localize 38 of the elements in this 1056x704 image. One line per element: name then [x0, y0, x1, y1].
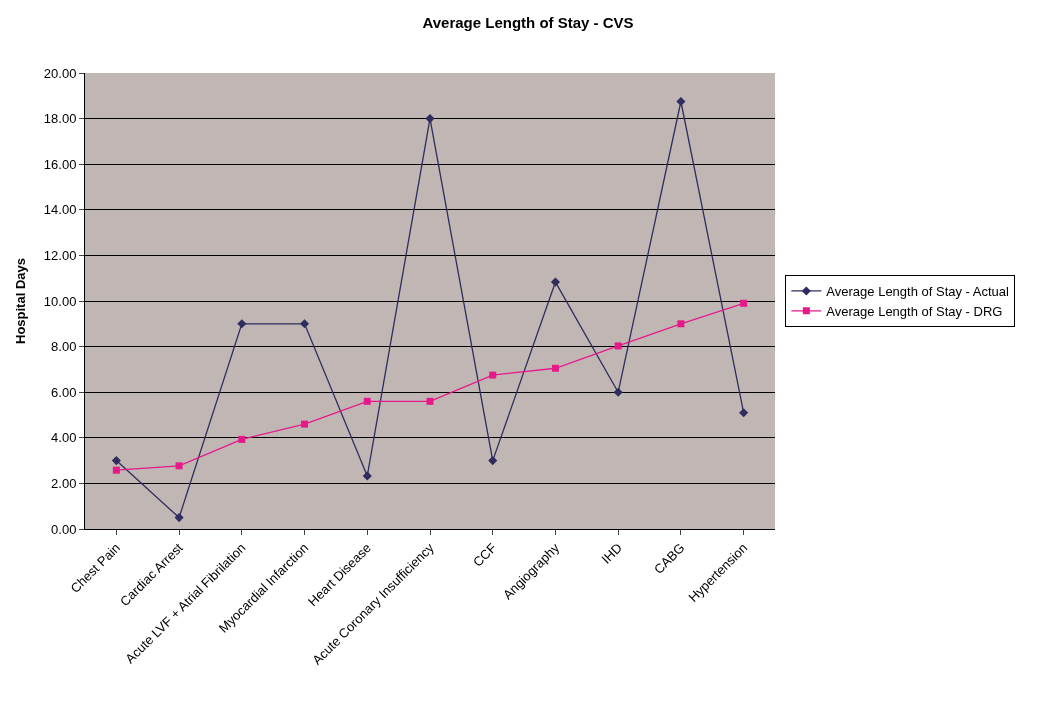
point: [676, 96, 686, 107]
point: [237, 319, 247, 329]
point: [425, 114, 435, 124]
y-tick-label: 20.00: [43, 65, 77, 81]
y-tick-label: 18.00: [43, 111, 77, 127]
legend-label: Average Length of Stay - DRG: [826, 303, 1003, 319]
y-tick-label: 4.00: [51, 430, 77, 446]
point: [740, 299, 748, 307]
y-tick-label: 2.00: [51, 475, 77, 491]
point: [488, 456, 498, 466]
point: [550, 277, 560, 287]
point: [362, 471, 372, 481]
legend-label: Average Length of Stay - Actual: [826, 284, 1010, 300]
y-tick-label: 14.00: [43, 202, 77, 218]
y-tick-label: 12.00: [43, 247, 77, 263]
point: [238, 435, 246, 443]
point: [301, 420, 309, 428]
y-tick-label: 8.00: [51, 339, 77, 355]
y-tick-label: 0.00: [51, 521, 77, 537]
chart-title: Average Length of Stay - CVS: [422, 14, 634, 32]
y-axis-title: Hospital Days: [12, 258, 28, 344]
point: [174, 513, 184, 523]
point: [614, 342, 622, 350]
point: [175, 462, 183, 470]
point: [613, 387, 623, 397]
y-tick-label: 16.00: [43, 156, 77, 172]
point: [677, 320, 685, 328]
point: [363, 397, 371, 405]
y-tick-label: 10.00: [43, 293, 77, 309]
point: [426, 397, 434, 405]
x-tick-label: IHD: [598, 540, 625, 567]
point: [739, 408, 749, 418]
y-tick-label: 6.00: [51, 384, 77, 400]
point: [112, 466, 120, 474]
point: [551, 364, 559, 372]
point: [111, 456, 121, 466]
point: [300, 319, 310, 329]
point: [489, 371, 497, 379]
